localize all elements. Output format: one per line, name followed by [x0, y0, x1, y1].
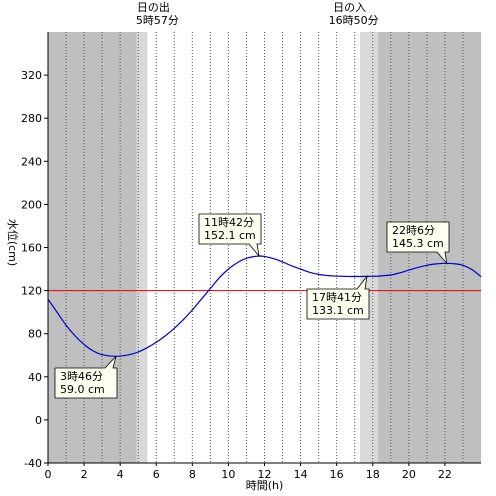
dawn-twilight-band: [136, 32, 148, 463]
x-tick-label: 2: [81, 468, 88, 481]
callout-time: 3時46分: [60, 370, 103, 383]
series-group: [47, 255, 482, 357]
x-tick-label: 14: [294, 468, 308, 481]
callout-box: [306, 275, 370, 320]
callout-box: [386, 221, 450, 265]
callout-value: 145.3 cm: [392, 237, 444, 250]
x-tick-label: 20: [402, 468, 416, 481]
callout-time: 11時42分: [204, 216, 254, 229]
sunset-time: 16時50分: [329, 14, 379, 27]
callout-value: 59.0 cm: [60, 383, 105, 396]
x-tick-label: 16: [330, 468, 344, 481]
y-tick-label: -40: [24, 457, 42, 470]
callout-value: 133.1 cm: [312, 304, 364, 317]
dusk-twilight-band: [360, 32, 379, 463]
y-tick-label: 160: [21, 242, 42, 255]
callout-box: [198, 213, 262, 258]
x-tick-label: 4: [117, 468, 124, 481]
x-tick-label: 0: [45, 468, 52, 481]
tide-level-line: [47, 255, 482, 357]
sun-labels: 日の出 5時57分 日の入 16時50分: [136, 0, 379, 27]
callout-time: 22時6分: [392, 224, 435, 237]
x-tick-label: 6: [153, 468, 160, 481]
x-tick-label: 22: [438, 468, 452, 481]
axes: [44, 32, 481, 466]
sunset-label: 日の入: [333, 1, 366, 14]
callout-time: 17時41分: [312, 291, 362, 304]
y-tick-label: 80: [28, 328, 42, 341]
callout-box: [54, 356, 118, 399]
y-tick-label: 120: [21, 285, 42, 298]
x-tick-label: 18: [366, 468, 380, 481]
y-tick-label: 240: [21, 155, 42, 168]
x-tick-label: 10: [221, 468, 235, 481]
y-tick-label: 200: [21, 198, 42, 211]
callout-value: 152.1 cm: [204, 229, 256, 242]
sunrise-label: 日の出: [137, 0, 170, 14]
y-tick-label: 320: [21, 69, 42, 82]
y-tick-label: 0: [35, 414, 42, 427]
y-tick-label: 280: [21, 112, 42, 125]
x-tick-label: 8: [189, 468, 196, 481]
x-tick-label: 12: [258, 468, 272, 481]
y-axis-label: 水位(cm): [6, 219, 20, 266]
x-axis-label: 時間(h): [246, 479, 284, 492]
sunrise-time: 5時57分: [136, 14, 179, 27]
y-tick-label: 40: [28, 371, 42, 384]
